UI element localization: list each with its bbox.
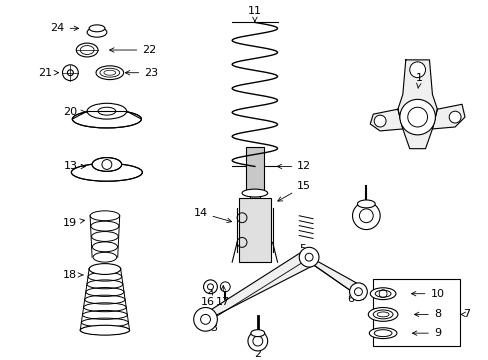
Text: 10: 10 [410,289,444,299]
Circle shape [193,307,217,331]
Circle shape [203,280,217,294]
Ellipse shape [89,264,121,274]
Text: 19: 19 [63,218,84,228]
Text: 3: 3 [208,316,217,333]
Ellipse shape [92,158,122,171]
Bar [239,198,270,262]
Text: 11: 11 [247,5,261,22]
Ellipse shape [96,66,123,80]
Circle shape [373,115,386,127]
Text: 4: 4 [362,203,369,217]
Ellipse shape [90,211,120,221]
Text: 2: 2 [254,343,261,359]
Text: 5: 5 [298,244,310,258]
Circle shape [62,65,78,81]
Ellipse shape [71,163,142,181]
Text: 7: 7 [460,309,469,319]
Circle shape [220,282,230,292]
Polygon shape [200,252,363,323]
Ellipse shape [250,330,264,337]
Polygon shape [369,109,402,131]
Text: 23: 23 [125,68,158,78]
Ellipse shape [87,103,126,119]
Text: 17: 17 [216,285,230,307]
Polygon shape [397,60,436,149]
Ellipse shape [72,110,141,128]
Ellipse shape [89,25,105,32]
Circle shape [349,283,366,301]
Text: 24: 24 [50,23,79,33]
Text: 22: 22 [109,45,156,55]
Text: 13: 13 [63,161,85,171]
Bar [245,147,263,193]
Circle shape [247,331,267,351]
Ellipse shape [368,328,396,339]
Ellipse shape [367,307,397,321]
Text: 21: 21 [38,68,59,78]
Circle shape [352,202,379,230]
Text: 20: 20 [63,107,85,117]
Circle shape [299,247,318,267]
Text: 9: 9 [411,328,440,338]
Text: 6: 6 [346,292,357,303]
Circle shape [448,111,460,123]
Ellipse shape [357,200,374,208]
Circle shape [399,99,434,135]
Ellipse shape [242,189,267,197]
Text: 12: 12 [277,161,310,171]
Text: 18: 18 [63,270,83,280]
Ellipse shape [76,43,98,57]
Polygon shape [431,104,464,129]
Text: 15: 15 [277,181,310,201]
Text: 8: 8 [414,309,440,319]
Bar [249,166,259,228]
Ellipse shape [80,325,129,335]
Text: 14: 14 [193,208,231,222]
Ellipse shape [369,288,395,300]
Text: 1: 1 [415,73,422,88]
Text: 16: 16 [200,290,214,307]
Bar [372,279,459,346]
Circle shape [409,62,425,78]
